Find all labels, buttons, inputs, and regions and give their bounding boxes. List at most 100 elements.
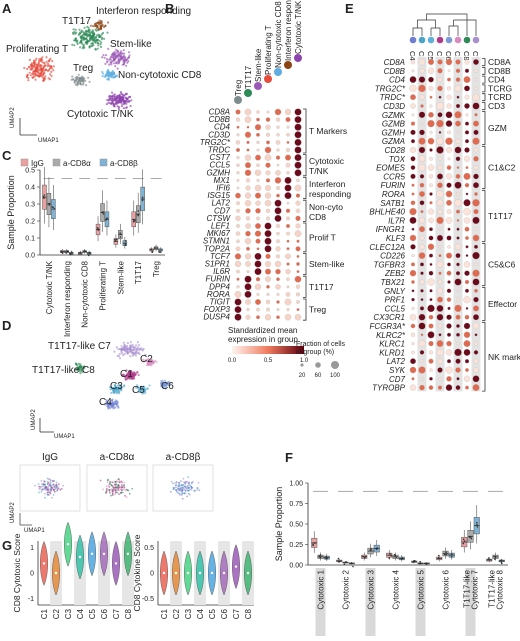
umap-a-cell xyxy=(80,30,83,33)
b-dot xyxy=(294,146,302,154)
small-umap-cell xyxy=(59,488,62,491)
b-dot xyxy=(294,169,302,177)
umap-a-cell xyxy=(87,76,90,79)
e-dot xyxy=(436,119,444,128)
umap-d-cell xyxy=(124,378,127,381)
g-category-label: C2 xyxy=(172,608,181,619)
e-dot xyxy=(464,59,470,65)
umap-a-cell xyxy=(103,37,106,40)
e-dot xyxy=(465,385,469,390)
e-dot xyxy=(419,191,425,197)
box-point xyxy=(141,199,144,202)
small-umap-cell xyxy=(112,490,114,493)
e-dot xyxy=(454,111,462,119)
umap-a-cell xyxy=(99,45,103,49)
e-group-label: CD4 xyxy=(488,75,505,85)
e-dot xyxy=(472,251,480,260)
box-point xyxy=(119,232,121,234)
e-dot xyxy=(456,377,460,381)
b-dot xyxy=(284,108,292,116)
e-dot xyxy=(437,76,443,83)
umap-d-cell xyxy=(117,390,120,394)
b-dot xyxy=(295,292,301,297)
b-gene-label: LAT2 xyxy=(211,199,230,208)
umap-d-cell xyxy=(141,348,144,351)
umap-a-cell xyxy=(91,34,94,37)
e-group-bracket xyxy=(482,190,486,242)
umap-d-cell xyxy=(122,341,125,344)
b-dot xyxy=(266,292,270,297)
b-dot xyxy=(236,133,240,137)
umap-d-cell xyxy=(130,352,134,355)
umap-d-cell xyxy=(132,347,135,350)
e-dot xyxy=(429,368,433,372)
small-umap-cell xyxy=(111,493,114,495)
b-dot xyxy=(234,291,242,298)
legend-swatch-igg xyxy=(20,158,29,167)
umap-a-cell xyxy=(122,49,125,52)
umap-a-cell xyxy=(79,77,82,80)
e-dot xyxy=(419,350,425,355)
umap-d-cell xyxy=(112,390,115,393)
umap-d-cell xyxy=(123,352,126,355)
y-axis-label: Sample Proportion xyxy=(274,487,284,562)
b-dot xyxy=(274,199,282,207)
small-umap-cell xyxy=(109,482,111,485)
b-dot xyxy=(286,216,290,221)
e-dot xyxy=(429,130,433,134)
b-dot xyxy=(294,154,302,162)
e-dot xyxy=(436,304,444,312)
b-dot xyxy=(246,148,250,152)
small-umap-cell xyxy=(197,481,200,484)
umap-a-cell xyxy=(119,97,122,100)
umap-a-cell xyxy=(122,96,125,99)
b-dot xyxy=(265,132,271,137)
umap-d-cell xyxy=(121,374,124,377)
b-dot xyxy=(276,315,280,320)
umap-d-cell xyxy=(120,345,123,348)
small-umap-cell xyxy=(44,496,46,499)
small-umap-cell xyxy=(114,483,117,486)
b-dot xyxy=(264,314,272,321)
e-dot xyxy=(445,173,453,180)
b-dot xyxy=(255,277,261,282)
umap-a-cell xyxy=(82,44,85,48)
b-dot xyxy=(235,147,241,153)
umap-a-cell xyxy=(111,101,114,104)
umap-a-cell xyxy=(100,25,103,28)
f-label-shade xyxy=(465,568,476,636)
umap-a-cell xyxy=(101,31,105,35)
g-category-label: C4 xyxy=(196,608,205,619)
small-umap-cell xyxy=(196,489,198,491)
e-dot xyxy=(419,262,425,267)
umap-d-cell xyxy=(142,388,145,391)
small-umap-cell xyxy=(49,480,52,482)
small-umap-cell xyxy=(50,484,52,487)
umap-a-cell xyxy=(123,103,126,106)
small-umap-cell xyxy=(170,480,173,483)
umap-a-cell xyxy=(85,37,88,40)
g-y-tick-label: -0.5 xyxy=(142,596,154,603)
e-dot xyxy=(418,84,426,93)
umap-a-cell xyxy=(40,57,43,60)
b-dot xyxy=(275,223,281,229)
panel-letter-d: D xyxy=(2,318,11,333)
b-group-bracket xyxy=(303,177,307,199)
e-group-bracket xyxy=(482,322,486,392)
umap-a-cell xyxy=(105,103,108,106)
box-point xyxy=(124,243,126,245)
small-umap-cell xyxy=(178,492,181,495)
g-violin-median xyxy=(78,555,82,559)
umap-a-cell xyxy=(122,94,125,97)
box-point xyxy=(102,213,105,215)
e-column-swatch xyxy=(418,36,426,44)
umap-a-cell xyxy=(38,59,41,62)
umap-a-cell xyxy=(87,26,90,29)
e-dot xyxy=(410,200,416,206)
umap-a-cell xyxy=(115,95,118,98)
e-dot xyxy=(456,166,460,169)
e-dot xyxy=(427,137,435,145)
e-dot xyxy=(428,270,434,276)
e-dot xyxy=(429,95,433,99)
